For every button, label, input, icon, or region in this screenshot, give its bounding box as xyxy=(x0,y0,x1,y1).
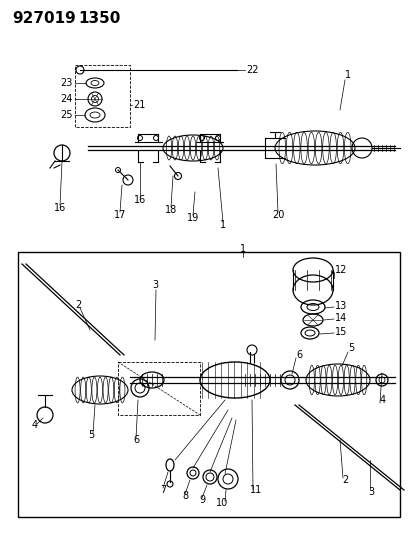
Text: 8: 8 xyxy=(181,491,188,501)
Text: 5: 5 xyxy=(88,430,94,440)
Text: 7: 7 xyxy=(159,485,166,495)
Text: 14: 14 xyxy=(334,313,347,323)
Text: 15: 15 xyxy=(334,327,347,337)
Text: 16: 16 xyxy=(133,195,146,205)
Text: 19: 19 xyxy=(186,213,199,223)
Text: 13: 13 xyxy=(334,301,347,311)
Text: 927019: 927019 xyxy=(12,11,76,26)
Text: 17: 17 xyxy=(114,210,126,220)
Bar xyxy=(75,65,130,127)
Text: 24: 24 xyxy=(60,94,73,104)
Text: 1: 1 xyxy=(240,244,245,254)
Text: 3: 3 xyxy=(152,280,158,290)
Text: 3: 3 xyxy=(367,487,373,497)
Text: 1: 1 xyxy=(219,220,225,230)
Bar xyxy=(18,252,399,517)
Text: 1: 1 xyxy=(344,70,350,80)
Text: 5: 5 xyxy=(347,343,354,353)
Text: 4: 4 xyxy=(379,395,385,405)
Text: 25: 25 xyxy=(60,110,73,120)
Text: 6: 6 xyxy=(295,350,301,360)
Text: 1350: 1350 xyxy=(78,11,120,26)
Text: 11: 11 xyxy=(249,485,261,495)
Text: 9: 9 xyxy=(199,495,204,505)
Text: 22: 22 xyxy=(245,65,258,75)
Text: 18: 18 xyxy=(164,205,177,215)
Text: 2: 2 xyxy=(75,300,81,310)
Text: 12: 12 xyxy=(334,265,347,275)
Text: 20: 20 xyxy=(271,210,283,220)
Text: 6: 6 xyxy=(133,435,139,445)
Text: 4: 4 xyxy=(32,420,38,430)
Text: 16: 16 xyxy=(54,203,66,213)
Text: 2: 2 xyxy=(341,475,347,485)
Text: 21: 21 xyxy=(133,100,145,110)
Text: 10: 10 xyxy=(215,498,228,508)
Text: 23: 23 xyxy=(60,78,73,88)
